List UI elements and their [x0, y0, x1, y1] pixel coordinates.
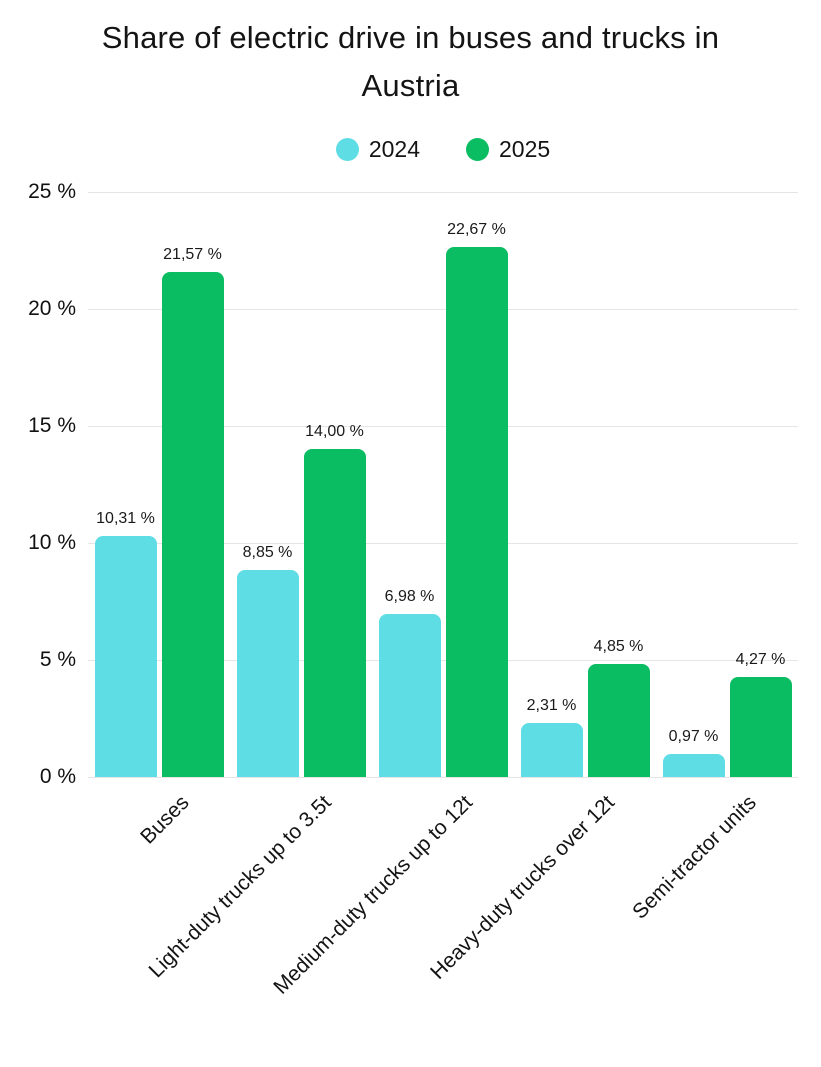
- y-tick-label: 15 %: [28, 414, 76, 437]
- bar-2025: [445, 246, 508, 777]
- y-tick-label: 25 %: [28, 180, 76, 203]
- bar-value-label: 22,67 %: [447, 220, 506, 238]
- legend: 2024 2025: [88, 136, 798, 163]
- bar-value-label: 2,31 %: [526, 696, 577, 714]
- y-tick-label: 20 %: [28, 297, 76, 320]
- chart-title: Share of electric drive in buses and tru…: [101, 20, 720, 104]
- legend-swatch-2024-icon: [335, 138, 359, 161]
- bar-2025: [729, 677, 792, 777]
- legend-item-2024: 2024: [335, 136, 420, 163]
- gridline: [88, 543, 798, 544]
- y-tick-label: 10 %: [28, 531, 76, 554]
- x-axis-label-text: Buses: [135, 791, 194, 849]
- bar-2024: [662, 754, 725, 777]
- bar-value-label: 4,85 %: [593, 637, 644, 655]
- y-tick-label: 0 %: [39, 765, 76, 788]
- legend-label-2024: 2024: [368, 136, 420, 162]
- legend-label-2025: 2025: [499, 136, 551, 162]
- bar-value-label: 21,57 %: [163, 246, 222, 264]
- bar-value-label: 8,85 %: [242, 543, 293, 561]
- bar-2024: [520, 722, 583, 777]
- legend-swatch-2025-icon: [466, 138, 489, 161]
- bar-2024: [94, 535, 157, 777]
- bar-value-label: 0,97 %: [668, 728, 719, 746]
- bar-value-label: 6,98 %: [384, 587, 435, 605]
- plot-area: 10,31 % 21,57 % Buses 8,85 % 14,00 % Light-du…: [88, 192, 798, 999]
- gridline: [88, 192, 798, 193]
- bar-value-label: 10,31 %: [96, 509, 155, 527]
- y-tick-label: 5 %: [39, 648, 76, 671]
- bar-value-label: 14,00 %: [305, 423, 364, 441]
- bar-2025: [303, 449, 366, 777]
- bar-2024: [236, 569, 299, 777]
- bar-value-label: 4,27 %: [735, 651, 786, 669]
- bar-2025: [161, 272, 224, 777]
- gridline: [88, 309, 798, 310]
- gridline: [88, 426, 798, 427]
- bar-2025: [587, 663, 650, 777]
- gridline: [88, 777, 798, 778]
- legend-item-2025: 2025: [466, 136, 550, 163]
- x-axis-label-text: Semi-tractor units: [628, 791, 762, 924]
- gridline: [88, 660, 798, 661]
- bar-2024: [378, 613, 441, 777]
